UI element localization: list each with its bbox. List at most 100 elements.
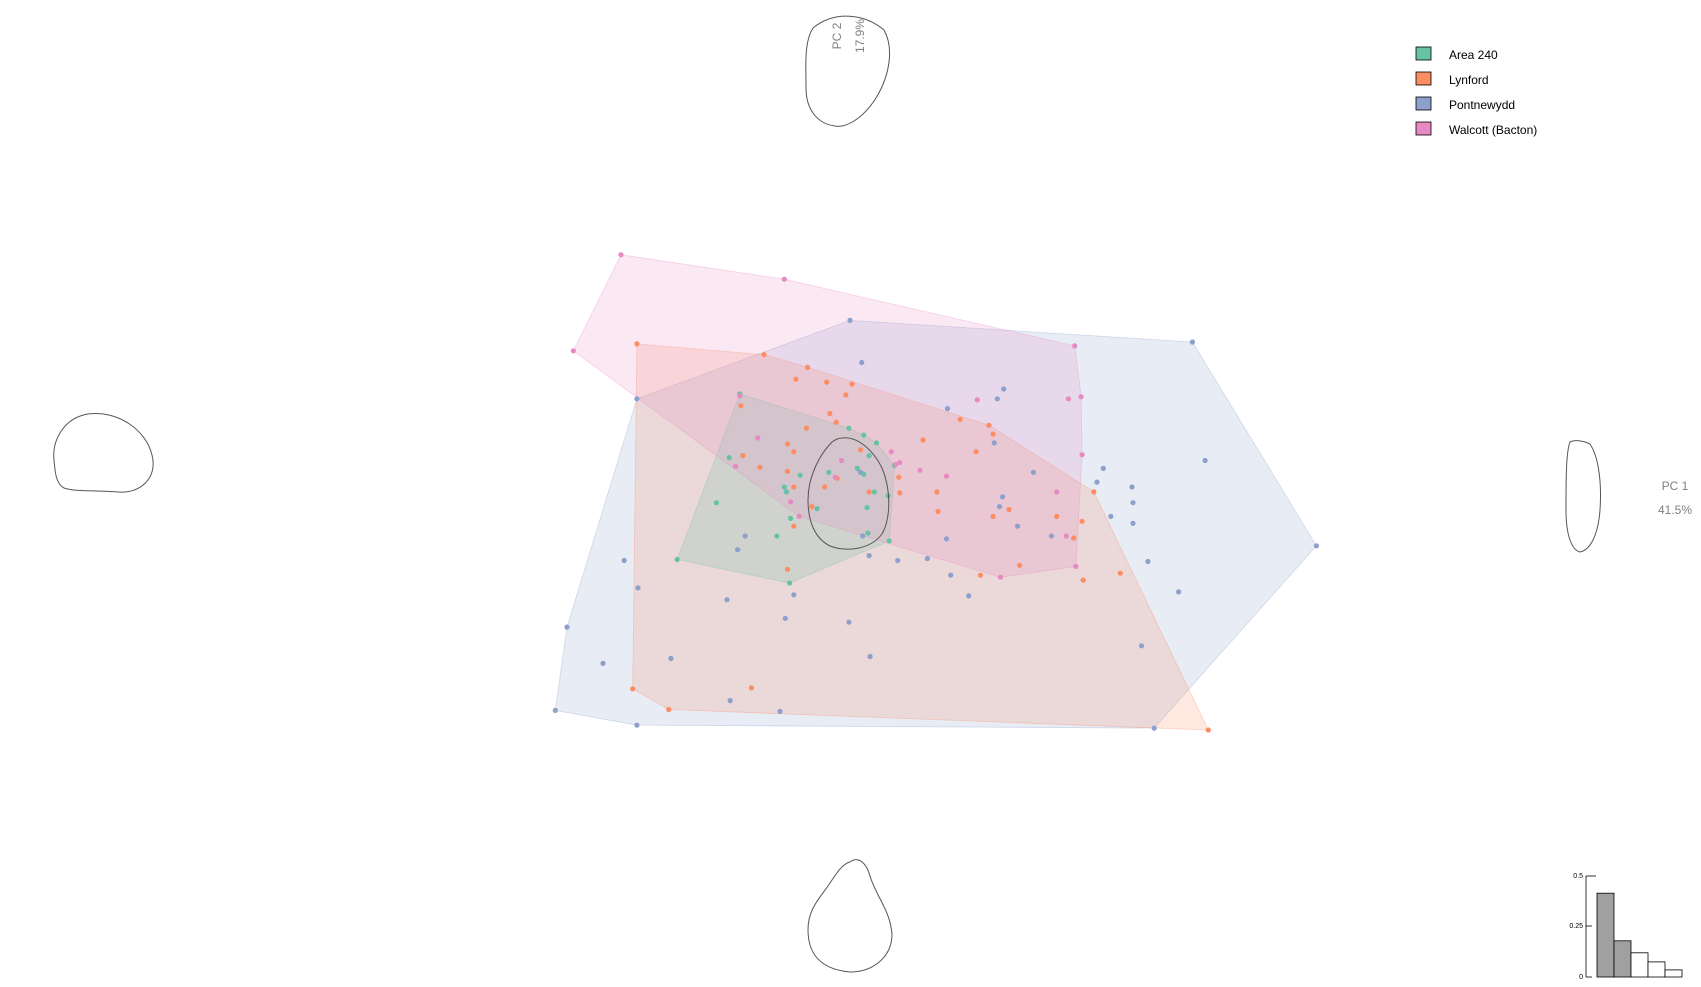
point-area-240-11	[861, 471, 867, 477]
point-lynford-25	[934, 489, 940, 495]
point-pontnewydd-3	[1030, 469, 1036, 475]
point-pontnewydd-14	[1189, 339, 1195, 345]
point-pontnewydd-36	[966, 593, 972, 599]
point-lynford-12	[740, 453, 746, 459]
point-lynford-35	[1079, 518, 1085, 524]
point-pontnewydd-15	[1202, 457, 1208, 464]
point-lynford-26	[935, 508, 941, 515]
point-pontnewydd-2	[991, 440, 997, 446]
point-walcott-bacton-13	[788, 499, 794, 505]
scree-tick-label-05: 0.5	[1573, 873, 1583, 880]
point-walcott-bacton-12	[917, 467, 923, 473]
point-pontnewydd-5	[1100, 465, 1106, 471]
pc1-min-shape-outline	[53, 413, 154, 493]
scree-bar-pc4	[1647, 961, 1666, 978]
legend-label-pontnewydd: Pontnewydd	[1449, 98, 1515, 112]
point-pontnewydd-22	[668, 655, 674, 662]
point-area-240-15	[854, 465, 861, 471]
point-pontnewydd-10	[1129, 484, 1135, 490]
pc1-axis-label: PC 1	[1662, 479, 1689, 493]
scree-bar-pc1	[1596, 892, 1615, 978]
point-lynford-4	[805, 364, 811, 370]
point-lynford-16	[822, 484, 828, 490]
point-lynford-40	[1117, 570, 1123, 576]
point-pontnewydd-18	[1138, 643, 1145, 649]
scree-bar-pc3	[1630, 952, 1649, 978]
point-lynford-18	[791, 523, 797, 529]
point-pontnewydd-32	[948, 572, 954, 578]
point-lynford-5	[824, 379, 830, 385]
pc2-min-shape-outline	[807, 859, 893, 973]
point-lynford-20	[858, 447, 864, 453]
point-pontnewydd-21	[846, 619, 852, 625]
point-pontnewydd-12	[1130, 520, 1136, 526]
point-pontnewydd-25	[634, 722, 640, 728]
point-pontnewydd-1	[944, 406, 951, 412]
point-lynford-3	[793, 376, 799, 382]
point-pontnewydd-27	[727, 698, 733, 704]
point-pontnewydd-29	[895, 557, 901, 564]
point-walcott-bacton-0	[618, 252, 624, 258]
point-pontnewydd-26	[777, 708, 783, 715]
point-walcott-bacton-18	[1078, 394, 1084, 400]
point-lynford-10	[784, 441, 791, 447]
point-lynford-27	[957, 416, 963, 422]
point-lynford-33	[1017, 562, 1023, 569]
point-pontnewydd-38	[859, 359, 865, 366]
point-pontnewydd-28	[552, 707, 558, 714]
point-lynford-44	[784, 566, 791, 572]
scree-tick-label-025: 0.25	[1569, 923, 1583, 930]
legend-label-walcott-bacton: Walcott (Bacton)	[1449, 123, 1537, 137]
point-walcott-bacton-21	[1079, 452, 1085, 458]
scree-bar-pc5	[1664, 969, 1683, 978]
point-walcott-bacton-20	[1054, 489, 1060, 495]
point-lynford-2	[761, 352, 767, 358]
point-pontnewydd-31	[924, 555, 931, 562]
point-walcott-bacton-2	[781, 276, 787, 282]
point-area-240-9	[846, 425, 852, 431]
point-walcott-bacton-17	[1065, 396, 1071, 402]
data-points	[552, 252, 1319, 733]
point-lynford-7	[843, 392, 849, 398]
point-pontnewydd-11	[1130, 500, 1136, 506]
hull-walcott-bacton	[572, 254, 1083, 578]
point-area-240-2	[713, 500, 720, 506]
scree-tick-label-0: 0	[1579, 974, 1583, 981]
point-area-240-17	[873, 440, 880, 446]
point-pontnewydd-17	[1176, 589, 1182, 595]
pc1-variance-label: 41.5%	[1658, 503, 1692, 517]
point-pontnewydd-23	[600, 660, 606, 667]
point-area-240-13	[865, 530, 871, 536]
point-area-240-14	[871, 489, 878, 495]
point-area-240-16	[866, 453, 872, 459]
point-area-240-22	[781, 484, 787, 490]
point-area-240-18	[886, 538, 892, 544]
point-pontnewydd-41	[866, 553, 872, 559]
point-area-240-7	[783, 489, 790, 495]
point-walcott-bacton-10	[893, 461, 899, 468]
point-lynford-34	[1054, 513, 1060, 520]
point-pontnewydd-48	[860, 533, 866, 539]
point-pontnewydd-4	[1094, 479, 1100, 485]
point-area-240-19	[814, 506, 820, 512]
scree-bars	[1596, 892, 1683, 978]
point-lynford-0	[634, 341, 640, 347]
point-walcott-bacton-14	[796, 513, 802, 520]
point-lynford-15	[791, 484, 797, 490]
point-pontnewydd-35	[782, 615, 788, 621]
point-walcott-bacton-6	[838, 457, 845, 464]
point-lynford-1	[738, 403, 744, 409]
point-area-240-1	[726, 455, 732, 461]
point-pontnewydd-45	[621, 557, 627, 564]
point-pontnewydd-33	[742, 533, 748, 539]
legend-swatch-pontnewydd	[1415, 96, 1432, 111]
point-walcott-bacton-8	[888, 449, 894, 455]
point-lynford-17	[809, 504, 815, 510]
point-lynford-43	[748, 685, 755, 691]
point-lynford-21	[866, 489, 872, 495]
point-area-240-20	[826, 469, 832, 475]
point-lynford-36	[1080, 577, 1086, 583]
pc1-max-shape-outline	[1565, 440, 1601, 553]
point-walcott-bacton-16	[1072, 343, 1078, 349]
